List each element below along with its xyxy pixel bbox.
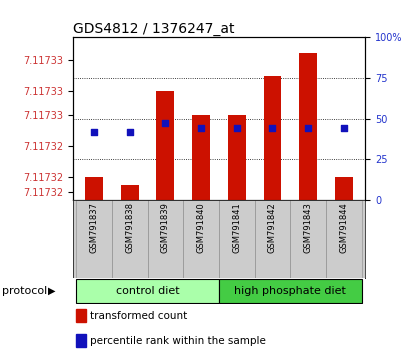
Text: GSM791842: GSM791842 [268, 202, 277, 253]
Point [305, 126, 311, 131]
FancyBboxPatch shape [219, 279, 361, 303]
FancyBboxPatch shape [183, 200, 219, 278]
Point [127, 129, 133, 135]
Text: GDS4812 / 1376247_at: GDS4812 / 1376247_at [73, 22, 234, 36]
Text: GSM791839: GSM791839 [161, 202, 170, 253]
Point [162, 121, 169, 126]
Text: high phosphate diet: high phosphate diet [234, 286, 346, 296]
Text: GSM791840: GSM791840 [197, 202, 205, 253]
Bar [121, 184, 139, 200]
Bar [76, 334, 86, 347]
Bar [228, 115, 246, 200]
FancyBboxPatch shape [254, 200, 290, 278]
Text: percentile rank within the sample: percentile rank within the sample [90, 336, 266, 346]
Text: GSM791843: GSM791843 [304, 202, 312, 253]
FancyBboxPatch shape [76, 200, 112, 278]
Text: GSM791841: GSM791841 [232, 202, 241, 253]
Bar [192, 115, 210, 200]
Text: GSM791844: GSM791844 [339, 202, 348, 253]
Point [91, 129, 98, 135]
Text: GSM791838: GSM791838 [125, 202, 134, 253]
FancyBboxPatch shape [326, 200, 361, 278]
Text: transformed count: transformed count [90, 311, 188, 321]
Point [233, 126, 240, 131]
Bar [85, 177, 103, 200]
Bar [264, 76, 281, 200]
FancyBboxPatch shape [148, 200, 183, 278]
Bar [76, 309, 86, 322]
FancyBboxPatch shape [76, 279, 219, 303]
Text: ▶: ▶ [48, 286, 55, 296]
FancyBboxPatch shape [219, 200, 254, 278]
FancyBboxPatch shape [290, 200, 326, 278]
Bar [335, 177, 353, 200]
Point [198, 126, 205, 131]
FancyBboxPatch shape [112, 200, 148, 278]
Bar [299, 53, 317, 200]
Point [269, 126, 276, 131]
Point [340, 126, 347, 131]
Text: control diet: control diet [116, 286, 179, 296]
Bar [156, 91, 174, 200]
Text: protocol: protocol [2, 286, 47, 296]
Text: GSM791837: GSM791837 [90, 202, 98, 253]
